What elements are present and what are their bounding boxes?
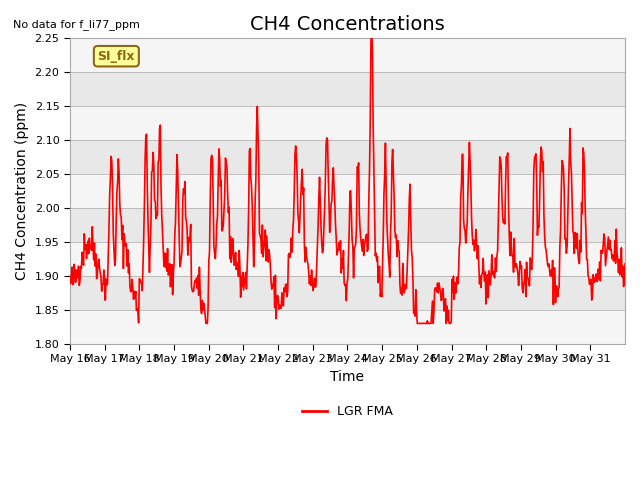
- LGR FMA: [202, 321, 210, 326]
- Text: No data for f_li77_ppm: No data for f_li77_ppm: [13, 19, 140, 30]
- Legend: LGR FMA: LGR FMA: [297, 400, 398, 423]
- LGR FMA: [261, 227, 269, 233]
- LGR FMA: [621, 261, 629, 266]
- X-axis label: Time: Time: [330, 370, 364, 384]
- Text: SI_flx: SI_flx: [98, 50, 135, 63]
- LGR FMA: [66, 274, 74, 279]
- Bar: [70, 310, 625, 344]
- LGR FMA: [368, 29, 376, 35]
- Y-axis label: CH4 Concentration (ppm): CH4 Concentration (ppm): [15, 102, 29, 280]
- LGR FMA: [406, 181, 414, 187]
- Bar: [70, 242, 625, 276]
- Title: CH4 Concentrations: CH4 Concentrations: [250, 15, 445, 34]
- Bar: [70, 106, 625, 140]
- LGR FMA: [131, 295, 139, 301]
- Bar: [70, 38, 625, 72]
- Line: LGR FMA: LGR FMA: [70, 32, 625, 324]
- LGR FMA: [282, 281, 290, 287]
- LGR FMA: [437, 298, 445, 303]
- Bar: [70, 174, 625, 208]
- LGR FMA: [234, 264, 242, 270]
